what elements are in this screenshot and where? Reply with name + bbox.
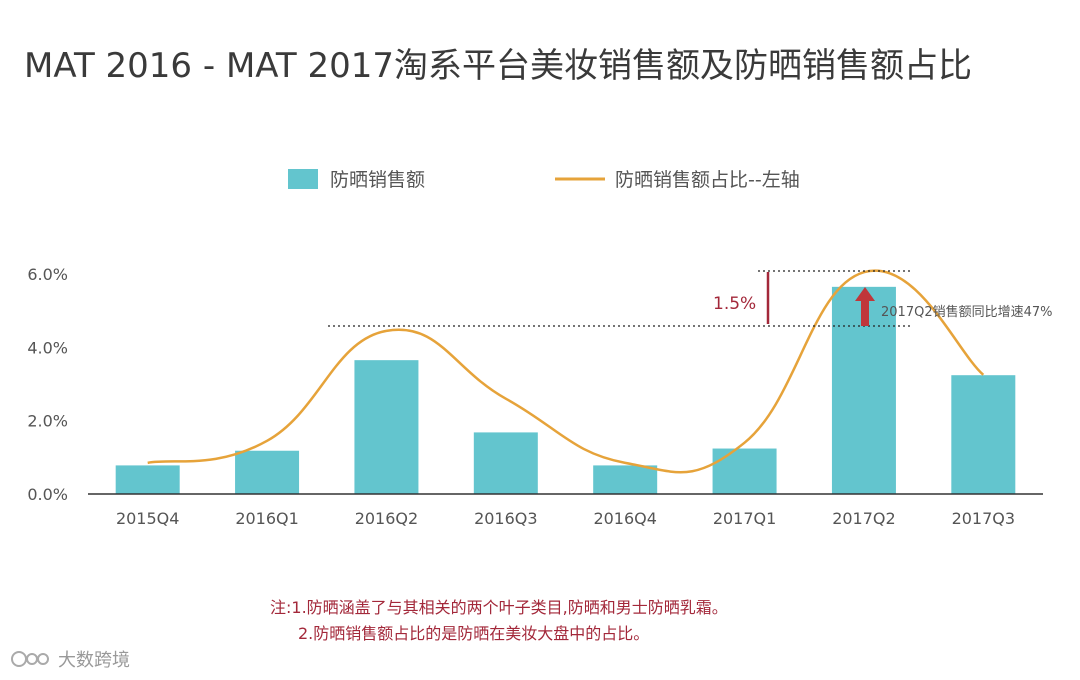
bar-2015Q4	[115, 465, 180, 494]
bar-2016Q4	[593, 465, 658, 494]
x-tick-label: 2016Q1	[235, 509, 299, 528]
note-line-2: 2.防晒销售额占比的是防晒在美妆大盘中的占比。	[298, 624, 650, 643]
growth-arrow-icon	[855, 287, 875, 326]
chart-title: MAT 2016 - MAT 2017淘系平台美妆销售额及防晒销售额占比	[24, 46, 972, 86]
bar-2016Q2	[354, 360, 419, 494]
bar-series	[115, 286, 1016, 494]
x-tick-label: 2015Q4	[116, 509, 180, 528]
x-tick-label: 2016Q3	[474, 509, 538, 528]
delta-label: 1.5%	[713, 294, 756, 314]
y-tick-label: 0.0%	[27, 485, 68, 504]
share-line	[147, 269, 985, 474]
legend-line-label: 防晒销售额占比--左轴	[615, 169, 800, 191]
y-axis: 0.0% 2.0% 4.0% 6.0%	[27, 265, 68, 504]
x-tick-label: 2017Q3	[952, 509, 1016, 528]
y-tick-label: 2.0%	[27, 412, 68, 431]
x-axis: 2015Q4 2016Q1 2016Q2 2016Q3 2016Q4 2017Q1 2017…	[116, 509, 1015, 528]
logo-icon	[11, 651, 49, 667]
y-tick-label: 6.0%	[27, 265, 68, 284]
growth-label: 2017Q2销售额同比增速47%	[881, 304, 1052, 320]
legend-bar-swatch	[288, 169, 318, 189]
annotation: 1.5% 2017Q2销售额同比增速47%	[328, 270, 1052, 327]
x-tick-label: 2016Q2	[355, 509, 419, 528]
x-tick-label: 2017Q1	[713, 509, 777, 528]
bar-2016Q3	[473, 432, 538, 494]
legend-bar-label: 防晒销售额	[330, 169, 425, 191]
bar-2017Q3	[951, 375, 1016, 494]
x-tick-label: 2016Q4	[593, 509, 657, 528]
y-tick-label: 4.0%	[27, 338, 68, 357]
bar-2016Q1	[235, 450, 300, 494]
x-tick-label: 2017Q2	[832, 509, 896, 528]
brand-text: 大数跨境	[58, 650, 130, 671]
note-line-1: 注:1.防晒涵盖了与其相关的两个叶子类目,防晒和男士防晒乳霜。	[270, 598, 728, 617]
bar-2017Q1	[712, 448, 777, 494]
legend: 防晒销售额 防晒销售额占比--左轴	[288, 169, 800, 191]
brand-watermark: 大数跨境	[10, 646, 130, 672]
